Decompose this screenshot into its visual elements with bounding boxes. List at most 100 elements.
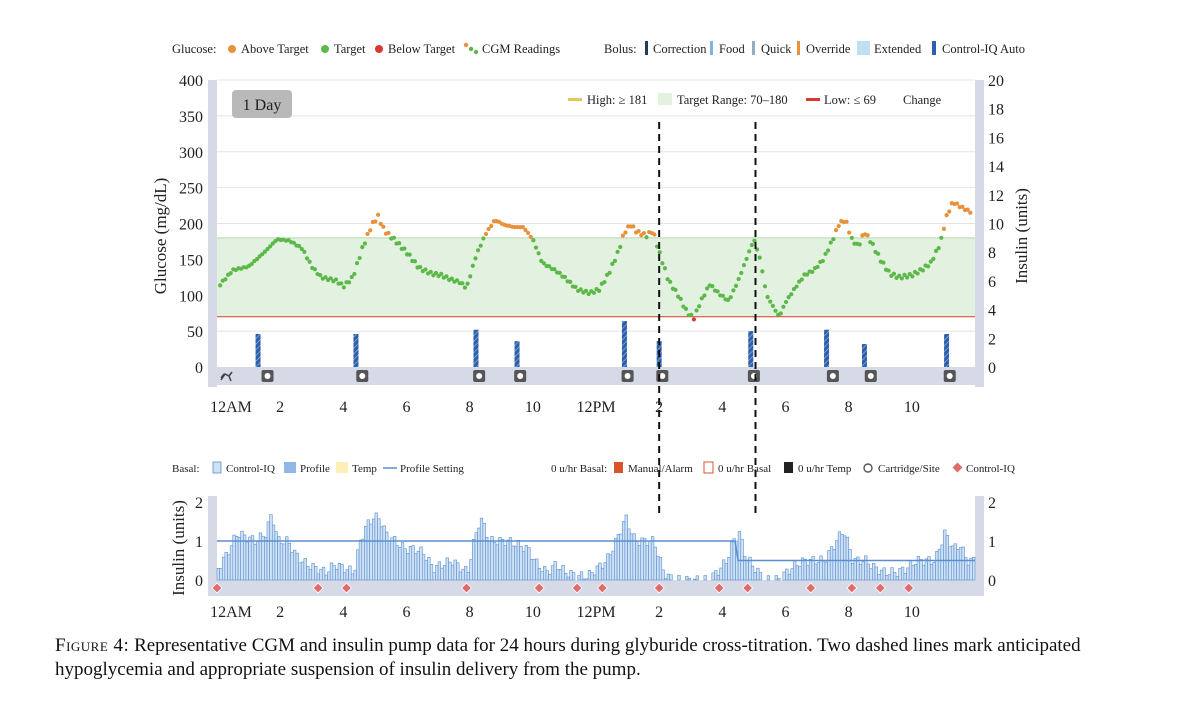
basal-bar [606,553,610,581]
basal-time-tick-label: 10 [525,604,541,621]
bolus-bar [473,329,479,367]
basal-bar [316,573,320,581]
basal-bar [448,561,452,581]
cgm-reading-dot [489,223,494,229]
cgm-reading-dot [744,256,749,262]
cgm-reading-dot [968,210,973,215]
cgm-reading-dot [876,251,881,256]
cgm-reading-dot [662,266,668,271]
basal-bar [653,546,657,581]
cgm-reading-dot [739,270,744,276]
basal-bar [282,543,286,581]
target-range-swatch [658,93,672,105]
basal-bar [887,574,892,581]
basal-time-tick-label: 2 [655,604,663,621]
site-change-icon [946,373,953,379]
basal-bar [471,538,476,581]
basal-bar [666,573,670,581]
basal-time-tick-label: 8 [845,604,853,621]
basal-bar [524,545,528,581]
basal-bar [903,572,907,581]
basal-bar [495,544,499,581]
basal-time-tick-label: 4 [339,604,347,621]
basal-bar [787,573,792,581]
cgm-reading-dot [920,268,925,273]
basal-bar [753,572,757,581]
cgm-reading-dot [631,224,636,229]
legend-temp-swatch [336,462,348,473]
cgm-reading-dot [328,276,333,281]
cgm-reading-dot [302,249,307,254]
basal-bar [374,512,378,581]
glucose-tick-label: 0 [195,360,203,377]
cgm-reading-dot [823,251,828,256]
basal-bar [406,553,410,581]
basal-bar [958,547,963,581]
cgm-reading-dot [636,229,641,234]
profile-setting-line [217,540,975,562]
time-tick-label: 10 [525,399,541,416]
cgm-reading-dot [944,213,949,218]
cgm-reading-dot [483,231,489,237]
high-swatch [568,98,582,101]
cgm-reading-dot [820,258,825,264]
cgm-reading-dot [833,228,839,233]
time-tick-label: 4 [339,399,347,416]
legend-above-label: Above Target [241,42,309,56]
cgm-reading-dot [844,219,849,224]
basal-bar [550,565,555,581]
basal-bar [806,564,810,581]
basal-event-strip [217,580,975,596]
basal-bar [785,568,789,581]
cgm-reading-dot [741,263,747,268]
cgm-reading-dot [960,204,965,209]
basal-bar [487,540,492,581]
basal-bar [777,578,781,581]
basal-bar [648,540,652,581]
cgm-reading-dot [652,232,657,237]
legend-zero-basal-swatch [703,461,714,474]
cgm-reading-dot [865,233,870,238]
basal-bar [948,546,952,581]
cgm-reading-dot [365,231,370,237]
basal-bar [961,546,965,581]
cgm-reading-dot [262,249,268,254]
cgm-reading-dot [454,278,460,283]
cgm-reading-dot [902,272,907,277]
basal-time-tick-label: 10 [904,604,920,621]
basal-bar [508,537,513,581]
cgm-reading-dot [910,274,915,279]
basal-bar [566,576,570,581]
basal-bar [350,573,355,581]
basal-bar [250,535,255,581]
basal-bar [519,545,523,581]
basal-bar [532,559,536,581]
legend-control-iq2-label: Control-IQ [966,463,1015,475]
cgm-reading-dot [781,304,786,309]
basal-bar [503,545,507,581]
legend-control-iq2-icon [952,462,963,473]
basal-bar [790,568,794,581]
cgm-reading-dot [470,263,475,268]
basal-bar [221,556,226,581]
basal-bar [932,561,936,581]
legend-control-iq-swatch [212,461,222,474]
basal-bar [371,518,376,581]
basal-tick-right: 0 [988,573,996,590]
basal-bar [411,545,415,581]
basal-bar [858,564,863,581]
basal-bar [919,559,923,581]
basal-bar [450,564,455,581]
basal-bar [237,537,241,581]
cgm-reading-dot [418,264,423,270]
basal-bar [306,566,310,581]
basal-bar [445,557,449,581]
cgm-reading-dot [728,295,733,300]
basal-bar [527,547,531,581]
cgm-reading-dot [752,238,757,243]
control-iq-marker [312,582,324,594]
basal-bar [600,567,605,581]
low-label: Low: ≤ 69 [824,93,876,107]
basal-bar [290,552,294,581]
basal-bar [848,549,852,581]
